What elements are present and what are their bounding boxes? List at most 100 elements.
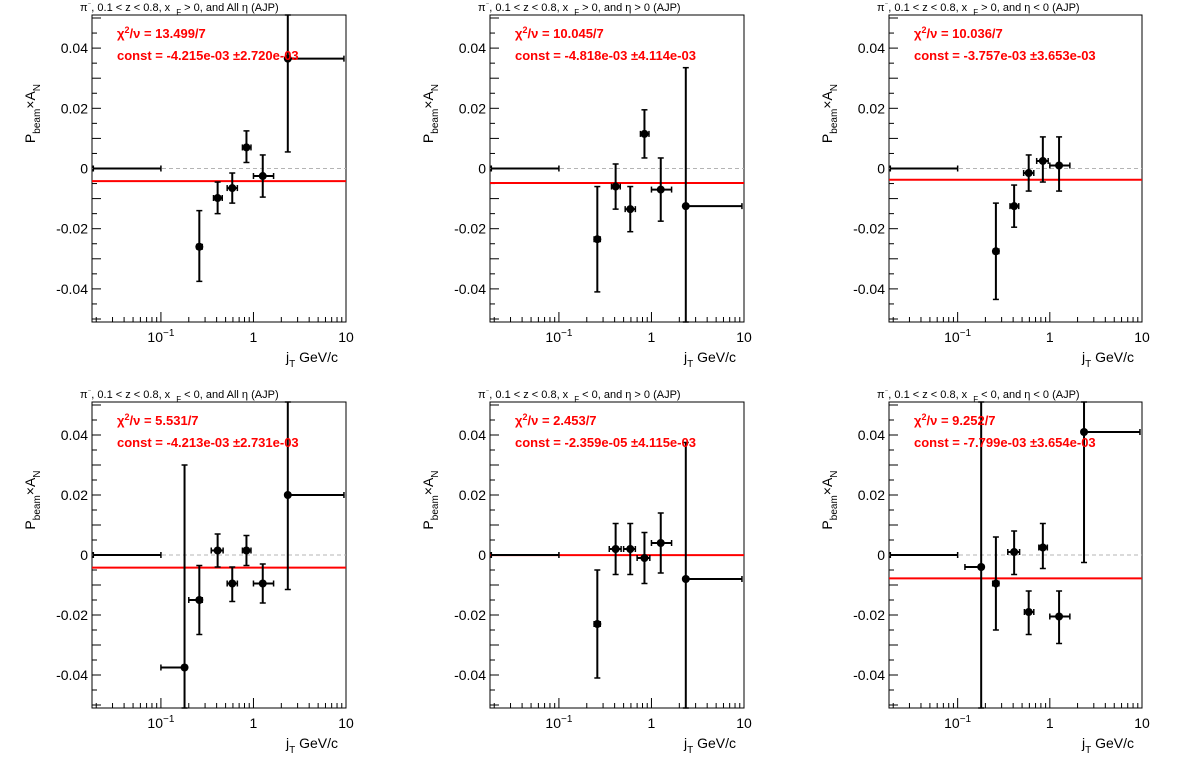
x-tick-label: 10−1 — [147, 328, 174, 345]
point-marker — [242, 546, 251, 555]
point-marker — [1024, 608, 1033, 616]
point-marker — [640, 129, 649, 138]
point-marker — [180, 663, 189, 672]
fit-chi2-label: χ2/ν = 13.499/7 — [117, 25, 206, 41]
y-tick-label: 0.04 — [858, 427, 885, 443]
y-tick-label: -0.02 — [454, 607, 486, 623]
point-marker — [195, 596, 204, 604]
point-marker — [228, 184, 237, 193]
y-tick-label: 0 — [478, 161, 486, 177]
x-tick-label: 10 — [736, 329, 752, 345]
data-point — [241, 130, 252, 164]
point-marker — [258, 579, 267, 588]
y-tick-label: 0 — [80, 547, 88, 563]
data-point — [490, 165, 560, 172]
data-point — [622, 522, 637, 576]
point-marker — [213, 193, 222, 202]
y-tick-label: -0.02 — [853, 607, 885, 623]
x-tick-label: 10 — [338, 715, 354, 731]
point-marker — [593, 235, 602, 244]
y-tick-label: 0.04 — [459, 427, 486, 443]
data-point — [608, 522, 622, 576]
y-tick-label: 0.02 — [61, 487, 88, 503]
point-marker — [656, 185, 665, 194]
x-tick-label: 1 — [1046, 715, 1054, 731]
y-tick-label: 0.02 — [61, 100, 88, 116]
y-tick-label: 0.02 — [459, 100, 486, 116]
y-tick-label: 0 — [478, 547, 486, 563]
point-marker — [283, 54, 292, 63]
data-point — [210, 533, 224, 568]
x-tick-label: 1 — [250, 715, 258, 731]
x-axis-label: jT GeV/c — [683, 735, 736, 756]
x-tick-label: 1 — [1046, 329, 1054, 345]
y-tick-label: 0.02 — [858, 100, 885, 116]
point-marker — [593, 620, 602, 628]
fit-chi2-label: χ2/ν = 5.531/7 — [117, 412, 199, 428]
data-point — [490, 552, 560, 558]
data-point — [650, 157, 673, 222]
point-marker — [626, 545, 635, 553]
point-marker — [611, 545, 620, 553]
data-point — [283, 14, 345, 153]
y-tick-label: 0.04 — [61, 427, 88, 443]
data-point — [610, 163, 622, 210]
data-point — [889, 165, 959, 172]
data-point — [624, 185, 637, 233]
data-point — [636, 531, 651, 585]
point-marker — [1038, 543, 1047, 552]
y-tick-label: 0 — [877, 547, 885, 563]
data-point — [681, 66, 743, 323]
data-point — [1049, 590, 1071, 645]
y-axis-label: Pbeam×AN — [420, 470, 441, 529]
y-tick-label: -0.02 — [853, 221, 885, 237]
x-tick-label: 10 — [1134, 329, 1150, 345]
y-tick-label: -0.04 — [853, 281, 885, 297]
x-tick-label: 1 — [250, 329, 258, 345]
point-marker — [195, 242, 204, 251]
y-axis-label: Pbeam×AN — [22, 470, 43, 529]
point-marker — [213, 546, 222, 555]
fit-chi2-label: χ2/ν = 10.045/7 — [515, 25, 604, 41]
point-marker — [242, 143, 251, 152]
data-point — [92, 165, 162, 172]
data-point — [964, 401, 986, 709]
point-marker — [283, 491, 292, 499]
point-marker — [1010, 202, 1019, 211]
data-point — [226, 172, 239, 204]
x-tick-label: 1 — [648, 715, 656, 731]
data-point — [593, 185, 602, 293]
data-point — [252, 563, 275, 604]
data-point — [241, 534, 252, 567]
y-tick-label: 0.04 — [459, 40, 486, 56]
x-axis-label: jT GeV/c — [285, 735, 338, 756]
x-tick-label: 10−1 — [545, 328, 572, 345]
x-tick-label: 10 — [736, 715, 752, 731]
data-point — [188, 564, 204, 636]
y-tick-label: -0.04 — [454, 281, 486, 297]
data-point — [1038, 522, 1049, 570]
point-marker — [258, 172, 267, 181]
data-point — [283, 401, 345, 591]
y-tick-label: -0.04 — [56, 667, 88, 683]
data-point — [92, 552, 162, 558]
y-tick-label: 0.04 — [858, 40, 885, 56]
data-point — [1009, 184, 1020, 228]
fit-const-label: const = -3.757e-03 ±3.653e-03 — [914, 48, 1096, 63]
x-axis-label: jT GeV/c — [1081, 735, 1134, 756]
x-axis-label: jT GeV/c — [1081, 349, 1134, 370]
point-marker — [640, 554, 649, 562]
y-tick-label: -0.04 — [56, 281, 88, 297]
y-tick-label: 0.04 — [61, 40, 88, 56]
y-tick-label: 0.02 — [858, 487, 885, 503]
data-point — [1007, 530, 1021, 576]
x-axis-label: jT GeV/c — [683, 349, 736, 370]
point-marker — [1055, 612, 1064, 621]
data-point — [650, 512, 673, 574]
